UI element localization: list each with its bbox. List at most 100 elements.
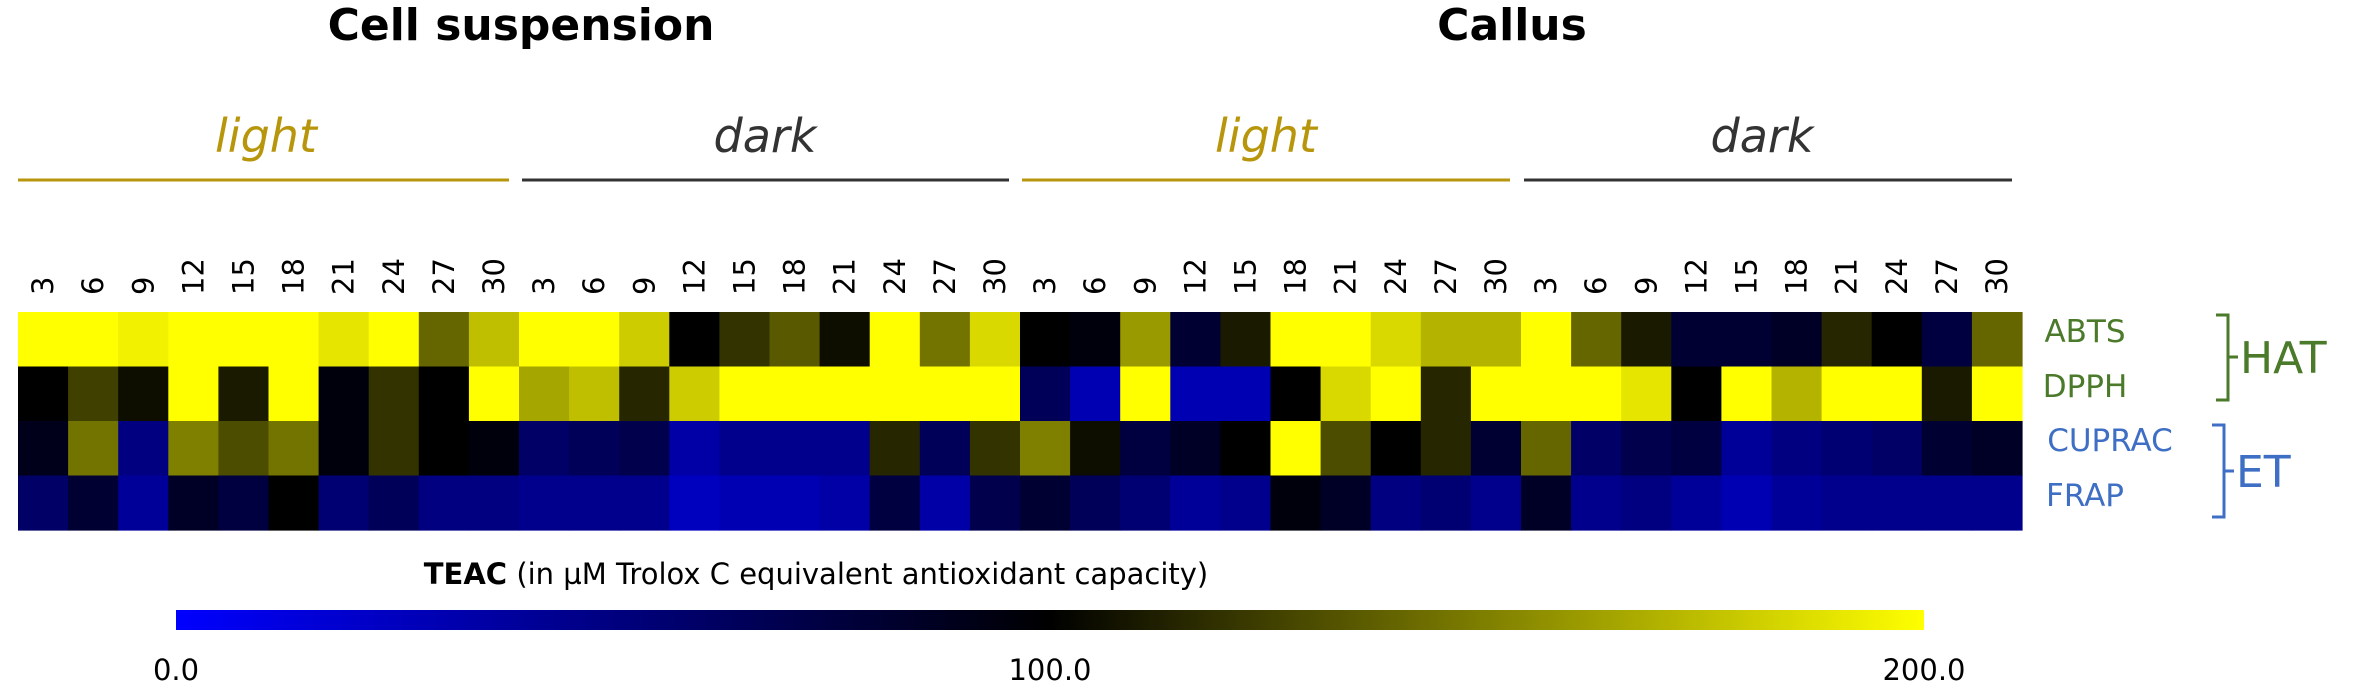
heatmap-cell-frap-15 (719, 475, 771, 531)
heatmap-cell-frap-31 (1521, 475, 1572, 531)
heatmap-cell-cuprac-3 (118, 421, 169, 477)
heatmap-cell-frap-6 (268, 475, 320, 531)
heatmap-cell-cuprac-31 (1521, 421, 1572, 477)
heatmap-cell-abts-26 (1270, 312, 1322, 368)
heatmap-cell-cuprac-2 (68, 421, 119, 477)
condition-label-callus-dark: dark (1711, 109, 1816, 163)
heatmap-cell-cuprac-13 (619, 421, 670, 477)
bracket-et (2212, 423, 2234, 519)
heatmap-cell-abts-40 (1971, 312, 2023, 368)
heatmap-cell-dpph-8 (368, 366, 420, 422)
heatmap-cell-cuprac-1 (18, 421, 69, 477)
x-tick-label: 12 (677, 258, 711, 295)
x-tick-label: 18 (277, 258, 311, 295)
heatmap-cell-frap-16 (769, 475, 821, 531)
colorbar-tick-max: 200.0 (1882, 653, 1965, 687)
heatmap-cell-abts-11 (519, 312, 570, 368)
row-label-cuprac: CUPRAC (2047, 423, 2173, 459)
x-tick-label: 30 (477, 258, 511, 295)
x-tick-label: 21 (327, 258, 361, 295)
heatmap-cell-frap-7 (318, 475, 370, 531)
heatmap-cell-dpph-20 (969, 366, 1021, 422)
heatmap-cell-cuprac-27 (1320, 421, 1372, 477)
heatmap-cell-dpph-40 (1971, 366, 2023, 422)
heatmap-cell-cuprac-25 (1220, 421, 1272, 477)
x-tick-label: 15 (727, 258, 761, 295)
heatmap-cell-dpph-2 (68, 366, 119, 422)
heatmap-cell-cuprac-30 (1470, 421, 1522, 477)
heatmap-cell-dpph-3 (118, 366, 169, 422)
heatmap-cell-frap-38 (1871, 475, 1923, 531)
x-tick-label: 27 (1429, 258, 1463, 295)
heatmap-cell-abts-7 (318, 312, 370, 368)
heatmap-cell-dpph-32 (1571, 366, 1622, 422)
heatmap-cell-dpph-10 (468, 366, 520, 422)
heatmap-cell-frap-11 (519, 475, 570, 531)
heatmap-cell-frap-20 (969, 475, 1021, 531)
heatmap-cell-dpph-6 (268, 366, 320, 422)
heatmap-cell-dpph-14 (669, 366, 720, 422)
heatmap-cell-dpph-38 (1871, 366, 1923, 422)
heatmap-cell-frap-14 (669, 475, 720, 531)
heatmap-cell-cuprac-36 (1771, 421, 1823, 477)
heatmap-cell-abts-14 (669, 312, 720, 368)
colorbar (176, 610, 1924, 630)
heatmap-cell-frap-2 (68, 475, 119, 531)
heatmap-cell-frap-22 (1070, 475, 1121, 531)
condition-label-cs-dark: dark (714, 109, 819, 163)
heatmap-cell-abts-35 (1721, 312, 1773, 368)
heatmap-cell-dpph-1 (18, 366, 69, 422)
heatmap-cell-abts-3 (118, 312, 169, 368)
heatmap-cell-frap-17 (819, 475, 871, 531)
x-tick-label: 21 (828, 258, 862, 295)
heatmap-cell-frap-4 (168, 475, 219, 531)
x-tick-label: 27 (427, 258, 461, 295)
x-tick-label: 6 (1579, 277, 1613, 295)
heatmap-cell-abts-39 (1921, 312, 1973, 368)
x-tick-label: 6 (577, 277, 611, 295)
row-label-abts: ABTS (2044, 314, 2125, 350)
x-tick-label: 21 (1329, 258, 1363, 295)
heatmap-cell-frap-28 (1370, 475, 1422, 531)
heatmap-cell-abts-2 (68, 312, 119, 368)
heatmap-cell-abts-5 (218, 312, 270, 368)
heatmap-cell-abts-28 (1370, 312, 1422, 368)
x-tick-label: 9 (1128, 277, 1162, 295)
row-group-label-hat: HAT (2240, 333, 2327, 384)
heatmap-cell-abts-6 (268, 312, 320, 368)
heatmap-cell-dpph-26 (1270, 366, 1322, 422)
heatmap-cell-dpph-37 (1821, 366, 1873, 422)
heatmap-cell-abts-20 (969, 312, 1021, 368)
heatmap-cell-cuprac-26 (1270, 421, 1322, 477)
heatmap-cells (18, 312, 2023, 531)
heatmap-cell-cuprac-35 (1721, 421, 1773, 477)
group-title-cell-suspension: Cell suspension (328, 0, 715, 51)
heatmap-cell-cuprac-28 (1370, 421, 1422, 477)
heatmap-cell-frap-3 (118, 475, 169, 531)
heatmap-cell-cuprac-37 (1821, 421, 1873, 477)
heatmap-cell-frap-39 (1921, 475, 1973, 531)
x-tick-label: 3 (26, 277, 60, 295)
heatmap-cell-dpph-30 (1470, 366, 1522, 422)
heatmap-cell-frap-34 (1671, 475, 1722, 531)
x-tick-label: 15 (226, 258, 260, 295)
heatmap-cell-frap-29 (1420, 475, 1472, 531)
row-label-dpph: DPPH (2043, 369, 2128, 405)
heatmap-cell-cuprac-24 (1170, 421, 1221, 477)
heatmap-cell-dpph-13 (619, 366, 670, 422)
heatmap-cell-dpph-28 (1370, 366, 1422, 422)
heatmap-cell-dpph-34 (1671, 366, 1722, 422)
heatmap-cell-abts-18 (869, 312, 921, 368)
heatmap-cell-dpph-17 (819, 366, 871, 422)
heatmap-cell-abts-27 (1320, 312, 1372, 368)
x-tick-label: 18 (1279, 258, 1313, 295)
colorbar-tick-mid: 100.0 (1008, 653, 1091, 687)
row-label-frap: FRAP (2046, 478, 2124, 514)
heatmap-cell-dpph-18 (869, 366, 921, 422)
heatmap-cell-dpph-5 (218, 366, 270, 422)
heatmap-cell-abts-30 (1470, 312, 1522, 368)
heatmap-cell-abts-31 (1521, 312, 1572, 368)
heatmap-cell-cuprac-7 (318, 421, 370, 477)
heatmap-cell-frap-1 (18, 475, 69, 531)
